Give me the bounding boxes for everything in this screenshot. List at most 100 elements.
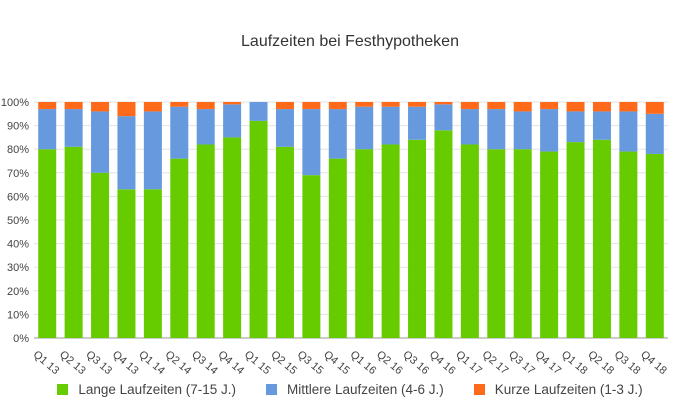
x-tick-label: Q2 15 bbox=[268, 349, 299, 377]
bar-segment-series-2 bbox=[196, 109, 215, 145]
legend-label: Kurze Laufzeiten (1-3 J.) bbox=[494, 382, 643, 397]
x-tick-label: Q4 14 bbox=[216, 349, 247, 377]
x-tick-label: Q1 14 bbox=[136, 349, 167, 377]
bar-segment-series-1 bbox=[408, 139, 427, 338]
x-tick-label: Q3 14 bbox=[189, 349, 220, 377]
bar-segment-series-1 bbox=[619, 151, 638, 338]
x-tick-label: Q2 17 bbox=[480, 349, 511, 377]
bar-segment-series-1 bbox=[566, 142, 585, 338]
bar-segment-series-3 bbox=[302, 102, 321, 110]
bar-segment-series-1 bbox=[64, 146, 83, 338]
bar-segment-series-2 bbox=[302, 109, 321, 176]
bar-segment-series-2 bbox=[328, 109, 347, 159]
bar-segment-series-3 bbox=[117, 102, 136, 117]
bar-segment-series-1 bbox=[487, 149, 506, 338]
bar-segment-series-2 bbox=[540, 109, 559, 152]
x-tick-label: Q1 13 bbox=[31, 349, 62, 377]
bar-segment-series-2 bbox=[408, 106, 427, 140]
legend-item: Mittlere Laufzeiten (4-6 J.) bbox=[265, 382, 444, 397]
legend-item: Lange Laufzeiten (7-15 J.) bbox=[57, 382, 236, 397]
bar-segment-series-1 bbox=[381, 144, 400, 338]
bar-segment-series-1 bbox=[460, 144, 479, 338]
legend-swatch bbox=[473, 384, 485, 395]
bar-segment-series-2 bbox=[249, 102, 268, 121]
y-tick-label: 30% bbox=[7, 262, 29, 274]
bar-segment-series-2 bbox=[487, 109, 506, 150]
bar-segment-series-1 bbox=[355, 149, 374, 338]
bar-segment-series-1 bbox=[592, 139, 611, 338]
y-tick-label: 20% bbox=[7, 286, 29, 298]
bar-segment-series-3 bbox=[355, 102, 374, 107]
bar-segment-series-2 bbox=[64, 109, 83, 147]
bar-segment-series-1 bbox=[302, 175, 321, 338]
bar-segment-series-3 bbox=[196, 102, 215, 110]
bar-segment-series-2 bbox=[566, 111, 585, 143]
x-tick-label: Q3 16 bbox=[400, 349, 431, 377]
bar-segment-series-1 bbox=[328, 158, 347, 338]
legend-swatch bbox=[265, 384, 277, 395]
legend-label: Lange Laufzeiten (7-15 J.) bbox=[78, 382, 236, 397]
bar-segment-series-1 bbox=[223, 137, 242, 338]
x-tick-label: Q2 13 bbox=[57, 349, 88, 377]
y-tick-label: 90% bbox=[7, 121, 29, 133]
bar-segment-series-2 bbox=[143, 111, 162, 190]
x-tick-label: Q3 15 bbox=[295, 349, 326, 377]
bar-segment-series-2 bbox=[645, 113, 664, 154]
bar-segment-series-2 bbox=[434, 104, 453, 131]
bar-segment-series-2 bbox=[460, 109, 479, 145]
bar-segment-series-2 bbox=[91, 111, 110, 173]
bar-segment-series-3 bbox=[592, 102, 611, 112]
bar-segment-series-1 bbox=[117, 189, 136, 338]
bar-segment-series-3 bbox=[540, 102, 559, 110]
bar-segment-series-3 bbox=[566, 102, 585, 112]
bar-segment-series-3 bbox=[91, 102, 110, 112]
bar-segment-series-3 bbox=[328, 102, 347, 110]
bar-segment-series-1 bbox=[143, 189, 162, 338]
bar-segment-series-2 bbox=[355, 106, 374, 150]
y-tick-label: 60% bbox=[7, 191, 29, 203]
x-tick-label: Q2 16 bbox=[374, 349, 405, 377]
y-tick-label: 70% bbox=[7, 168, 29, 180]
bar-segment-series-2 bbox=[619, 111, 638, 152]
bar-segment-series-1 bbox=[540, 151, 559, 338]
bar-segment-series-2 bbox=[275, 109, 294, 147]
x-tick-label: Q4 16 bbox=[427, 349, 458, 377]
bar-segment-series-2 bbox=[513, 111, 532, 150]
bar-segment-series-3 bbox=[64, 102, 83, 110]
bar-segment-series-1 bbox=[434, 130, 453, 338]
x-tick-label: Q2 14 bbox=[163, 349, 194, 377]
bar-segment-series-3 bbox=[170, 102, 189, 107]
bar-segment-series-1 bbox=[38, 149, 57, 338]
bar-segment-series-2 bbox=[38, 109, 57, 150]
bar-segment-series-3 bbox=[275, 102, 294, 110]
y-tick-label: 50% bbox=[7, 215, 29, 227]
x-tick-label: Q3 17 bbox=[506, 349, 537, 377]
x-tick-label: Q4 13 bbox=[110, 349, 141, 377]
x-tick-label: Q4 18 bbox=[638, 349, 669, 377]
bar-segment-series-3 bbox=[619, 102, 638, 112]
bar-segment-series-3 bbox=[460, 102, 479, 110]
x-tick-label: Q3 18 bbox=[612, 349, 643, 377]
bar-segment-series-3 bbox=[381, 102, 400, 107]
y-tick-label: 40% bbox=[7, 239, 29, 251]
x-tick-label: Q1 16 bbox=[348, 349, 379, 377]
bar-segment-series-2 bbox=[592, 111, 611, 140]
bar-segment-series-3 bbox=[513, 102, 532, 112]
chart-title: Laufzeiten bei Festhypotheken bbox=[241, 33, 459, 50]
bar-segment-series-2 bbox=[117, 116, 136, 190]
bar-segment-series-3 bbox=[487, 102, 506, 110]
bar-segment-series-1 bbox=[513, 149, 532, 338]
x-tick-label: Q2 18 bbox=[585, 349, 616, 377]
y-tick-label: 80% bbox=[7, 144, 29, 156]
bar-segment-series-2 bbox=[223, 104, 242, 138]
y-tick-label: 100% bbox=[1, 97, 29, 109]
x-tick-label: Q4 17 bbox=[533, 349, 564, 377]
bar-segment-series-1 bbox=[249, 120, 268, 338]
bar-segment-series-3 bbox=[408, 102, 427, 107]
bar-segment-series-3 bbox=[434, 102, 453, 105]
legend: Lange Laufzeiten (7-15 J.) Mittlere Laufz… bbox=[0, 382, 700, 397]
bar-segment-series-2 bbox=[170, 106, 189, 159]
bar-segment-series-1 bbox=[91, 172, 110, 338]
legend-item: Kurze Laufzeiten (1-3 J.) bbox=[473, 382, 643, 397]
